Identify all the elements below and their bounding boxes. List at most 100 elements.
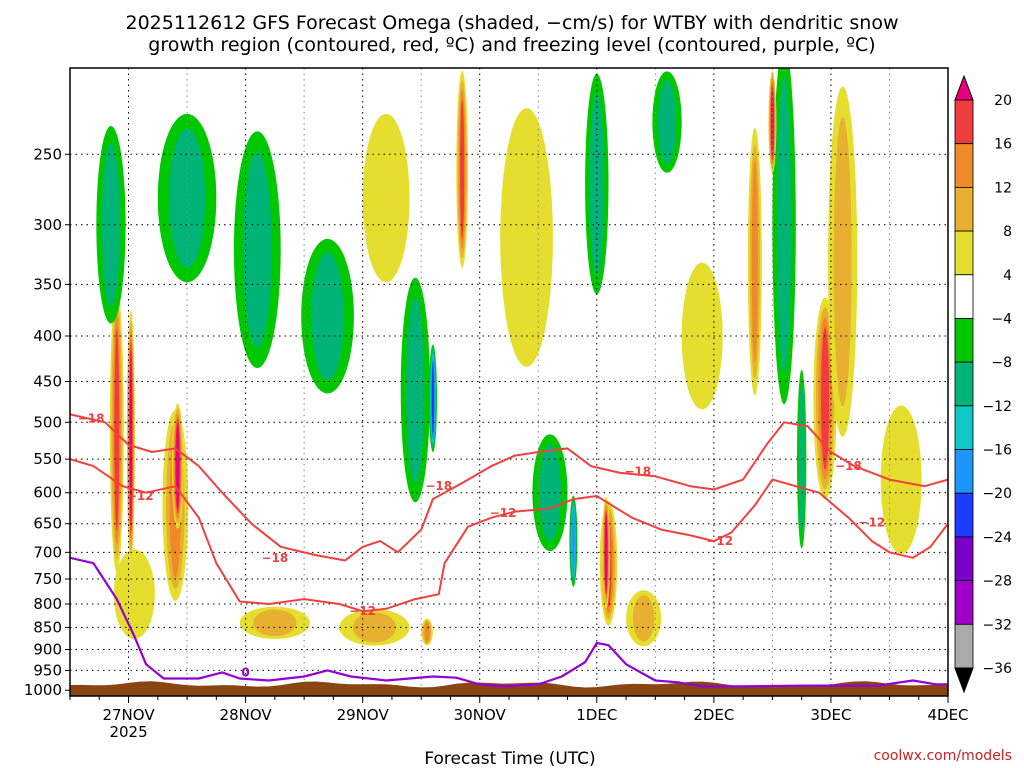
colorbar-segment [954, 449, 974, 494]
omega-blob [428, 344, 438, 453]
dgz-minus18-contour [70, 413, 948, 562]
colorbar-segment [954, 361, 974, 407]
omega-shade-level [129, 351, 133, 524]
colorbar-label: 8 [1003, 224, 1012, 240]
x-tick-label: 2DEC [693, 706, 734, 724]
colorbar-label: −32 [982, 617, 1012, 633]
omega-blob [96, 126, 126, 324]
omega-blob [239, 606, 310, 639]
x-tick-sublabel: 2025 [109, 723, 147, 741]
y-tick-label: 500 [33, 413, 62, 431]
omega-shade-level [101, 143, 120, 307]
omega-blob [421, 618, 433, 646]
omega-shade-level [362, 113, 410, 283]
omega-blob [126, 310, 135, 565]
omega-blob [768, 71, 777, 173]
omega-blob [681, 262, 723, 410]
omega-blob [171, 403, 184, 529]
omega-shade-level [751, 161, 758, 363]
dgz-minus18-label: −18 [624, 465, 651, 479]
x-tick-label: 1DEC [576, 706, 617, 724]
freezing-level-label: 0 [241, 665, 249, 679]
omega-blob [626, 590, 662, 647]
colorbar-label: −12 [982, 399, 1012, 415]
omega-shade-level [658, 80, 677, 164]
omega-blob [772, 68, 796, 405]
colorbar-label: 12 [994, 180, 1012, 196]
omega-shade-level [632, 595, 655, 642]
colorbar-label: 4 [1003, 268, 1012, 284]
omega-blob [157, 113, 217, 283]
omega-blob [747, 127, 762, 396]
omega-shade-level [431, 361, 435, 435]
colorbar-segment [954, 274, 974, 319]
colorbar-segment [954, 143, 974, 188]
y-tick-label: 700 [33, 543, 62, 561]
y-tick-label: 600 [33, 484, 62, 502]
dgz-minus12-label: −12 [706, 534, 733, 548]
omega-blob [400, 277, 430, 503]
dgz-minus12-label: −12 [859, 516, 886, 530]
omega-shade-level [113, 549, 155, 639]
colorbar-top-arrow [954, 74, 974, 101]
omega-blob [602, 496, 611, 608]
colorbar-label: −4 [991, 311, 1012, 327]
omega-shade-level [460, 99, 465, 240]
dgz-minus12-label: −12 [349, 604, 376, 618]
omega-blob [109, 287, 124, 573]
omega-shade-level [176, 423, 180, 509]
colorbar-label: −28 [982, 574, 1012, 590]
colorbar-label: −8 [991, 355, 1012, 371]
omega-shade-level [114, 329, 120, 531]
y-tick-label: 1000 [24, 681, 62, 699]
x-tick-label: 28NOV [220, 706, 273, 724]
dgz-minus12-contour [70, 458, 948, 613]
omega-shade-level [833, 116, 852, 407]
colorbar-label: 20 [994, 93, 1012, 109]
omega-blob [880, 405, 922, 554]
colorbar-label: −20 [982, 486, 1012, 502]
contour-layer: −12 −12 −12 −12 −12 −18 −18 −18 −18 −18 0 [70, 411, 948, 688]
y-tick-label: 400 [33, 327, 62, 345]
y-tick-label: 850 [33, 618, 62, 636]
y-tick-label: 950 [33, 661, 62, 679]
omega-blob [233, 131, 281, 369]
omega-shade-level [424, 621, 430, 643]
ground-layer [70, 681, 948, 696]
freezing-level-contour [70, 556, 948, 688]
x-tick-label: 3DEC [810, 706, 851, 724]
omega-shade-level [311, 252, 344, 381]
y-axis: 250 300 350 400 450 500 550 600 650 700 750 800 850 9… [24, 145, 70, 699]
colorbar-segment [954, 230, 974, 276]
omega-shade-level [681, 262, 723, 410]
x-tick-label: 4DEC [927, 706, 968, 724]
omega-blob [301, 238, 354, 394]
colorbar-label: 16 [994, 137, 1012, 153]
omega-shade-level [169, 128, 206, 268]
omega-blob [569, 495, 578, 587]
y-tick-label: 250 [33, 145, 62, 163]
colorbar-segment [954, 492, 974, 538]
dgz-minus18-label: −18 [261, 551, 288, 565]
colorbar-segment [954, 186, 974, 232]
omega-blob [828, 86, 858, 437]
colorbar-segment [954, 580, 974, 625]
omega-shade-level [352, 612, 396, 643]
terrain-fill [70, 681, 948, 696]
omega-shade-level [242, 151, 272, 348]
colorbar-label: −24 [982, 530, 1012, 546]
omega-blob [362, 113, 410, 283]
y-tick-label: 550 [33, 450, 62, 468]
x-axis-label: Forecast Time (UTC) [424, 749, 595, 768]
colorbar-segment [954, 405, 974, 450]
colorbar-segment [954, 99, 974, 145]
omega-shade-level [571, 508, 575, 574]
omega-shade-level [604, 514, 608, 591]
colorbar-bottom-arrow [954, 667, 974, 694]
dgz-minus18-label: −18 [78, 411, 105, 425]
colorbar-label: −16 [982, 443, 1012, 459]
omega-shade-level [821, 327, 830, 470]
colorbar-segment [954, 623, 974, 669]
dgz-minus18-label: −18 [425, 479, 452, 493]
